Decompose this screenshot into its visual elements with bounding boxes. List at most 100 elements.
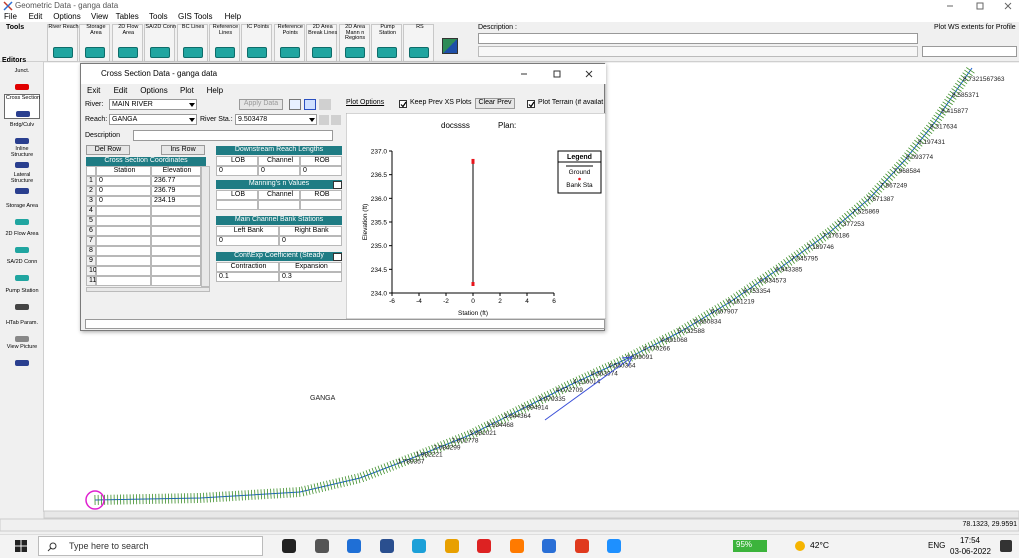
menu-item[interactable]: Tables [116, 12, 139, 22]
toolbar-button[interactable]: Pump Station [371, 24, 402, 62]
value-cell[interactable]: 0 [216, 236, 279, 246]
elevation-cell[interactable] [151, 246, 201, 256]
elevation-cell[interactable] [151, 206, 201, 216]
reach-select[interactable]: GANGA [109, 114, 197, 125]
toolbar-icon[interactable] [319, 99, 331, 110]
description-input-2[interactable] [478, 46, 918, 57]
station-cell[interactable]: 0 [96, 176, 151, 186]
dialog-menu-item[interactable]: Options [140, 86, 168, 95]
toolbar-button[interactable]: BC Lines [177, 24, 208, 62]
toolbar-icon[interactable] [319, 115, 329, 125]
menu-item[interactable]: Tools [149, 12, 168, 22]
toolbar-icon[interactable] [331, 115, 341, 125]
station-cell[interactable] [96, 226, 151, 236]
sidebar-button[interactable]: Lateral Structure [4, 172, 40, 197]
menu-item[interactable]: Help [225, 12, 241, 22]
sidebar-button[interactable]: Inline Structure [4, 146, 40, 171]
station-cell[interactable] [96, 246, 151, 256]
value-cell[interactable]: 0 [279, 236, 342, 246]
station-cell[interactable]: 0 [96, 196, 151, 206]
description-input[interactable] [133, 130, 333, 141]
toolbar-button[interactable]: 2D Area Break Lines [306, 24, 337, 62]
station-cell[interactable] [96, 276, 151, 286]
sidebar-button[interactable]: Brdg/Culv [4, 122, 40, 147]
checkbox[interactable] [527, 100, 535, 108]
dialog-menu-item[interactable]: Help [207, 86, 223, 95]
station-cell[interactable]: 0 [96, 186, 151, 196]
river-select[interactable]: MAIN RIVER [109, 99, 197, 110]
help-icon[interactable] [333, 181, 342, 189]
taskbar-app[interactable] [575, 539, 589, 553]
help-icon[interactable] [333, 253, 342, 261]
toolbar-extra-icon[interactable] [442, 38, 458, 54]
station-cell[interactable] [96, 256, 151, 266]
sidebar-button[interactable]: View Picture [4, 344, 40, 369]
taskbar-app[interactable] [542, 539, 556, 553]
value-cell[interactable]: 0.3 [279, 272, 342, 282]
ins-row-button[interactable]: Ins Row [161, 145, 205, 155]
toolbar-icon[interactable] [304, 99, 316, 110]
checkbox[interactable] [399, 100, 407, 108]
elevation-cell[interactable] [151, 226, 201, 236]
taskbar-app[interactable] [315, 539, 329, 553]
elevation-cell[interactable] [151, 276, 201, 286]
value-cell[interactable] [258, 200, 300, 210]
sidebar-button[interactable]: 2D Flow Area [4, 231, 40, 256]
dialog-menu-item[interactable]: Exit [87, 86, 100, 95]
toolbar-button[interactable]: RS [403, 24, 434, 62]
toolbar-button[interactable]: Storage Area [79, 24, 110, 62]
menu-item[interactable]: Options [53, 12, 81, 22]
notification-icon[interactable] [1000, 540, 1012, 552]
toolbar-button[interactable]: SA/2D Conn [144, 24, 175, 62]
toolbar-button[interactable]: 2D Area Mann n Regions [339, 24, 370, 62]
sidebar-button[interactable]: SA/2D Conn [4, 259, 40, 284]
taskbar-app[interactable] [380, 539, 394, 553]
elevation-cell[interactable] [151, 236, 201, 246]
plot-ws-select[interactable] [922, 46, 1017, 57]
del-row-button[interactable]: Del Row [86, 145, 130, 155]
menu-item[interactable]: View [91, 12, 108, 22]
value-cell[interactable] [300, 200, 342, 210]
elevation-cell[interactable] [151, 256, 201, 266]
elevation-cell[interactable] [151, 266, 201, 276]
dialog-menu-item[interactable]: Plot [180, 86, 194, 95]
elevation-cell[interactable]: 234.19 [151, 196, 201, 206]
taskbar-app[interactable] [510, 539, 524, 553]
taskbar-app[interactable] [412, 539, 426, 553]
sidebar-button[interactable]: Cross Section [4, 94, 40, 119]
elevation-cell[interactable] [151, 216, 201, 226]
clear-prev-button[interactable]: Clear Prev [475, 98, 515, 109]
value-cell[interactable]: 0.1 [216, 272, 279, 282]
elevation-cell[interactable]: 236.79 [151, 186, 201, 196]
toolbar-button[interactable]: 2D Flow Area [112, 24, 143, 62]
menu-item[interactable]: Edit [29, 12, 43, 22]
toolbar-button[interactable]: Reference Lines [209, 24, 240, 62]
sidebar-button[interactable]: Junct. [4, 68, 40, 93]
toolbar-button[interactable]: Reference Points [274, 24, 305, 62]
sidebar-button[interactable]: Pump Station [4, 288, 40, 313]
table-scrollbar[interactable] [201, 166, 210, 287]
search-box[interactable]: Type here to search [38, 536, 263, 556]
toolbar-button[interactable]: River Reach [47, 24, 78, 62]
taskbar-app[interactable] [282, 539, 296, 553]
taskbar-app[interactable] [347, 539, 361, 553]
sidebar-button[interactable]: HTab Param. [4, 320, 40, 345]
toolbar-button[interactable]: IC Points [241, 24, 272, 62]
station-cell[interactable] [96, 206, 151, 216]
toolbar-icon[interactable] [289, 99, 301, 110]
value-cell[interactable]: 0 [258, 166, 300, 176]
elevation-cell[interactable]: 236.77 [151, 176, 201, 186]
apply-data-button[interactable]: Apply Data [239, 99, 283, 110]
value-cell[interactable]: 0 [216, 166, 258, 176]
value-cell[interactable]: 0 [300, 166, 342, 176]
dialog-menu-item[interactable]: Edit [114, 86, 128, 95]
station-cell[interactable] [96, 236, 151, 246]
plot-options-link[interactable]: Plot Options [346, 99, 384, 107]
river-sta-select[interactable]: 9.503478 [235, 114, 317, 125]
station-cell[interactable] [96, 266, 151, 276]
sidebar-button[interactable]: Storage Area [4, 203, 40, 228]
menu-item[interactable]: GIS Tools [178, 12, 213, 22]
taskbar-app[interactable] [445, 539, 459, 553]
station-cell[interactable] [96, 216, 151, 226]
taskbar-app[interactable] [607, 539, 621, 553]
